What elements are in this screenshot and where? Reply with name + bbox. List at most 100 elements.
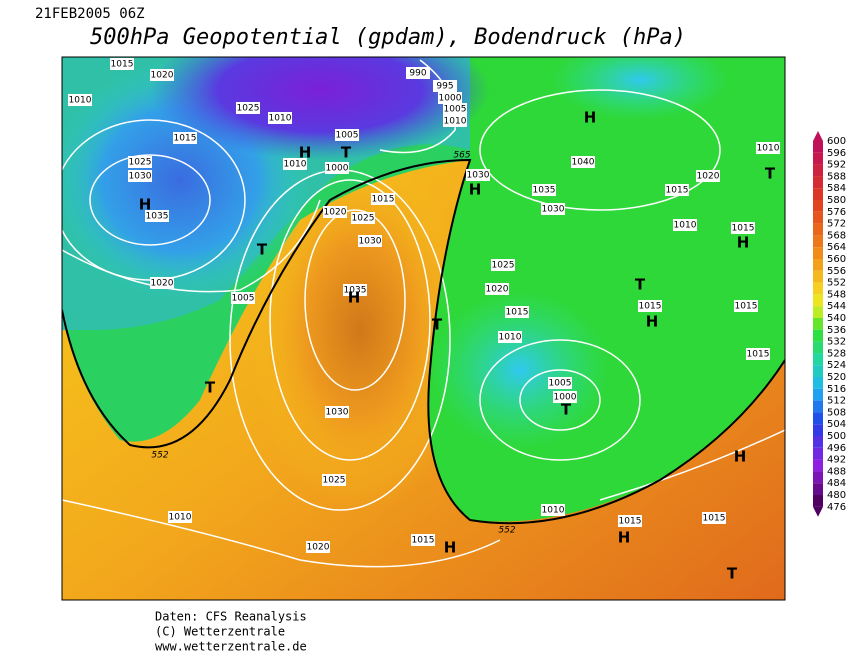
map-frame [61, 56, 786, 601]
legend-label: 568 [827, 230, 846, 241]
isobar-label-bg [665, 184, 689, 196]
isobar-label-bg [325, 406, 349, 418]
legend-swatch [813, 223, 823, 236]
map-fill [62, 57, 785, 600]
legend-label: 536 [827, 325, 846, 336]
isobar-label-bg [696, 170, 720, 182]
isobar-label-bg [173, 132, 197, 144]
footer-url: www.wetterzentrale.de [155, 640, 307, 654]
isobar-label: 1010 [69, 96, 92, 106]
pressure-center: H [139, 196, 152, 214]
isobar-label: 1010 [269, 114, 292, 124]
legend-swatch [813, 152, 823, 165]
legend-swatch [813, 471, 823, 484]
isobar-label-bg [358, 235, 382, 247]
isobar-label-bg [571, 156, 595, 168]
isobar-label: 1015 [412, 536, 435, 546]
legend-swatch [813, 306, 823, 318]
legend-swatch [813, 294, 823, 307]
isobar-label-bg [466, 169, 490, 181]
isobar-label-bg [351, 212, 375, 224]
isobar-label: 1030 [129, 172, 152, 182]
isobar-label-bg [150, 69, 174, 81]
isobar-label-bg [505, 306, 529, 318]
pressure-center: H [734, 448, 747, 466]
isobar-label-bg [411, 534, 435, 546]
legend-swatch [813, 483, 823, 495]
legend-swatch [813, 436, 823, 448]
isobar-label-bg [145, 210, 169, 222]
pressure-center: T [765, 165, 776, 183]
legend-swatch [813, 247, 823, 259]
isobar-label-bg [283, 158, 307, 170]
legend-label: 584 [827, 183, 846, 194]
pressure-center: T [635, 276, 646, 294]
isobar-label: 1020 [486, 285, 509, 295]
isobar-label: 1025 [352, 214, 375, 224]
legend-label: 572 [827, 219, 846, 230]
legend-swatch [813, 141, 823, 153]
isobar-label: 1030 [359, 237, 382, 247]
legend-label: 532 [827, 337, 846, 348]
legend-cap-top [813, 131, 823, 141]
isobar-label: 1000 [554, 393, 577, 403]
legend-swatch [813, 365, 823, 377]
legend-swatch [813, 188, 823, 200]
legend-label: 596 [827, 148, 846, 159]
isobar-label-bg [236, 102, 260, 114]
legend-label: 556 [827, 266, 846, 277]
legend-label: 552 [827, 278, 846, 289]
isobar-label: 1025 [492, 261, 515, 271]
legend-swatch [813, 377, 823, 389]
pressure-center: H [618, 529, 631, 547]
isobars [62, 59, 785, 568]
isobar-label: 1010 [444, 117, 467, 127]
isobar-label: 1020 [324, 208, 347, 218]
isobar-label: 1015 [639, 302, 662, 312]
legend-label: 560 [827, 254, 846, 265]
isobar-label: 1015 [732, 224, 755, 234]
pressure-center: T [257, 241, 268, 259]
isobar-label: 1000 [326, 164, 349, 174]
pressure-center: H [469, 181, 482, 199]
isobar-label: 1025 [323, 476, 346, 486]
isobar-label: 1015 [506, 308, 529, 318]
legend-swatch [813, 329, 823, 342]
isobar-label: 1010 [499, 333, 522, 343]
legend-label: 488 [827, 466, 846, 477]
legend-swatch [813, 424, 823, 436]
isobar-label-bg [443, 103, 467, 115]
isobar-label: 1035 [344, 286, 367, 296]
isobar-label-bg [491, 259, 515, 271]
isobar-label: 1010 [757, 144, 780, 154]
legend-swatch [813, 235, 823, 248]
isobar-label-bg [335, 129, 359, 141]
legend-label: 516 [827, 384, 846, 395]
legend-label: 480 [827, 490, 846, 501]
isobar-label-bg [541, 203, 565, 215]
isobar-label: 1025 [129, 158, 152, 168]
legend-swatch [813, 353, 823, 366]
legend-swatch [813, 341, 823, 354]
isobar-label: 1040 [572, 158, 595, 168]
legend-label: 496 [827, 443, 846, 454]
isobar-label: 1030 [467, 171, 490, 181]
legend-label: 508 [827, 407, 846, 418]
isobar-label: 1015 [666, 186, 689, 196]
isobar-label-bg [406, 67, 430, 79]
isobar-label-bg [322, 474, 346, 486]
isobar-label: 995 [436, 82, 453, 92]
legend-swatch [813, 282, 823, 295]
isobar-label-bg [371, 193, 395, 205]
isobar-label-bg [638, 300, 662, 312]
isobar-label-bg [438, 92, 462, 104]
isobar-label-bg [128, 156, 152, 168]
isobar-label-bg [702, 512, 726, 524]
geopotential-label: 552 [498, 526, 515, 536]
isobar-label: 1000 [439, 94, 462, 104]
isobar-label-bg [343, 284, 367, 296]
legend-label: 492 [827, 455, 846, 466]
footer-source: Daten: CFS Reanalysis [155, 610, 307, 624]
